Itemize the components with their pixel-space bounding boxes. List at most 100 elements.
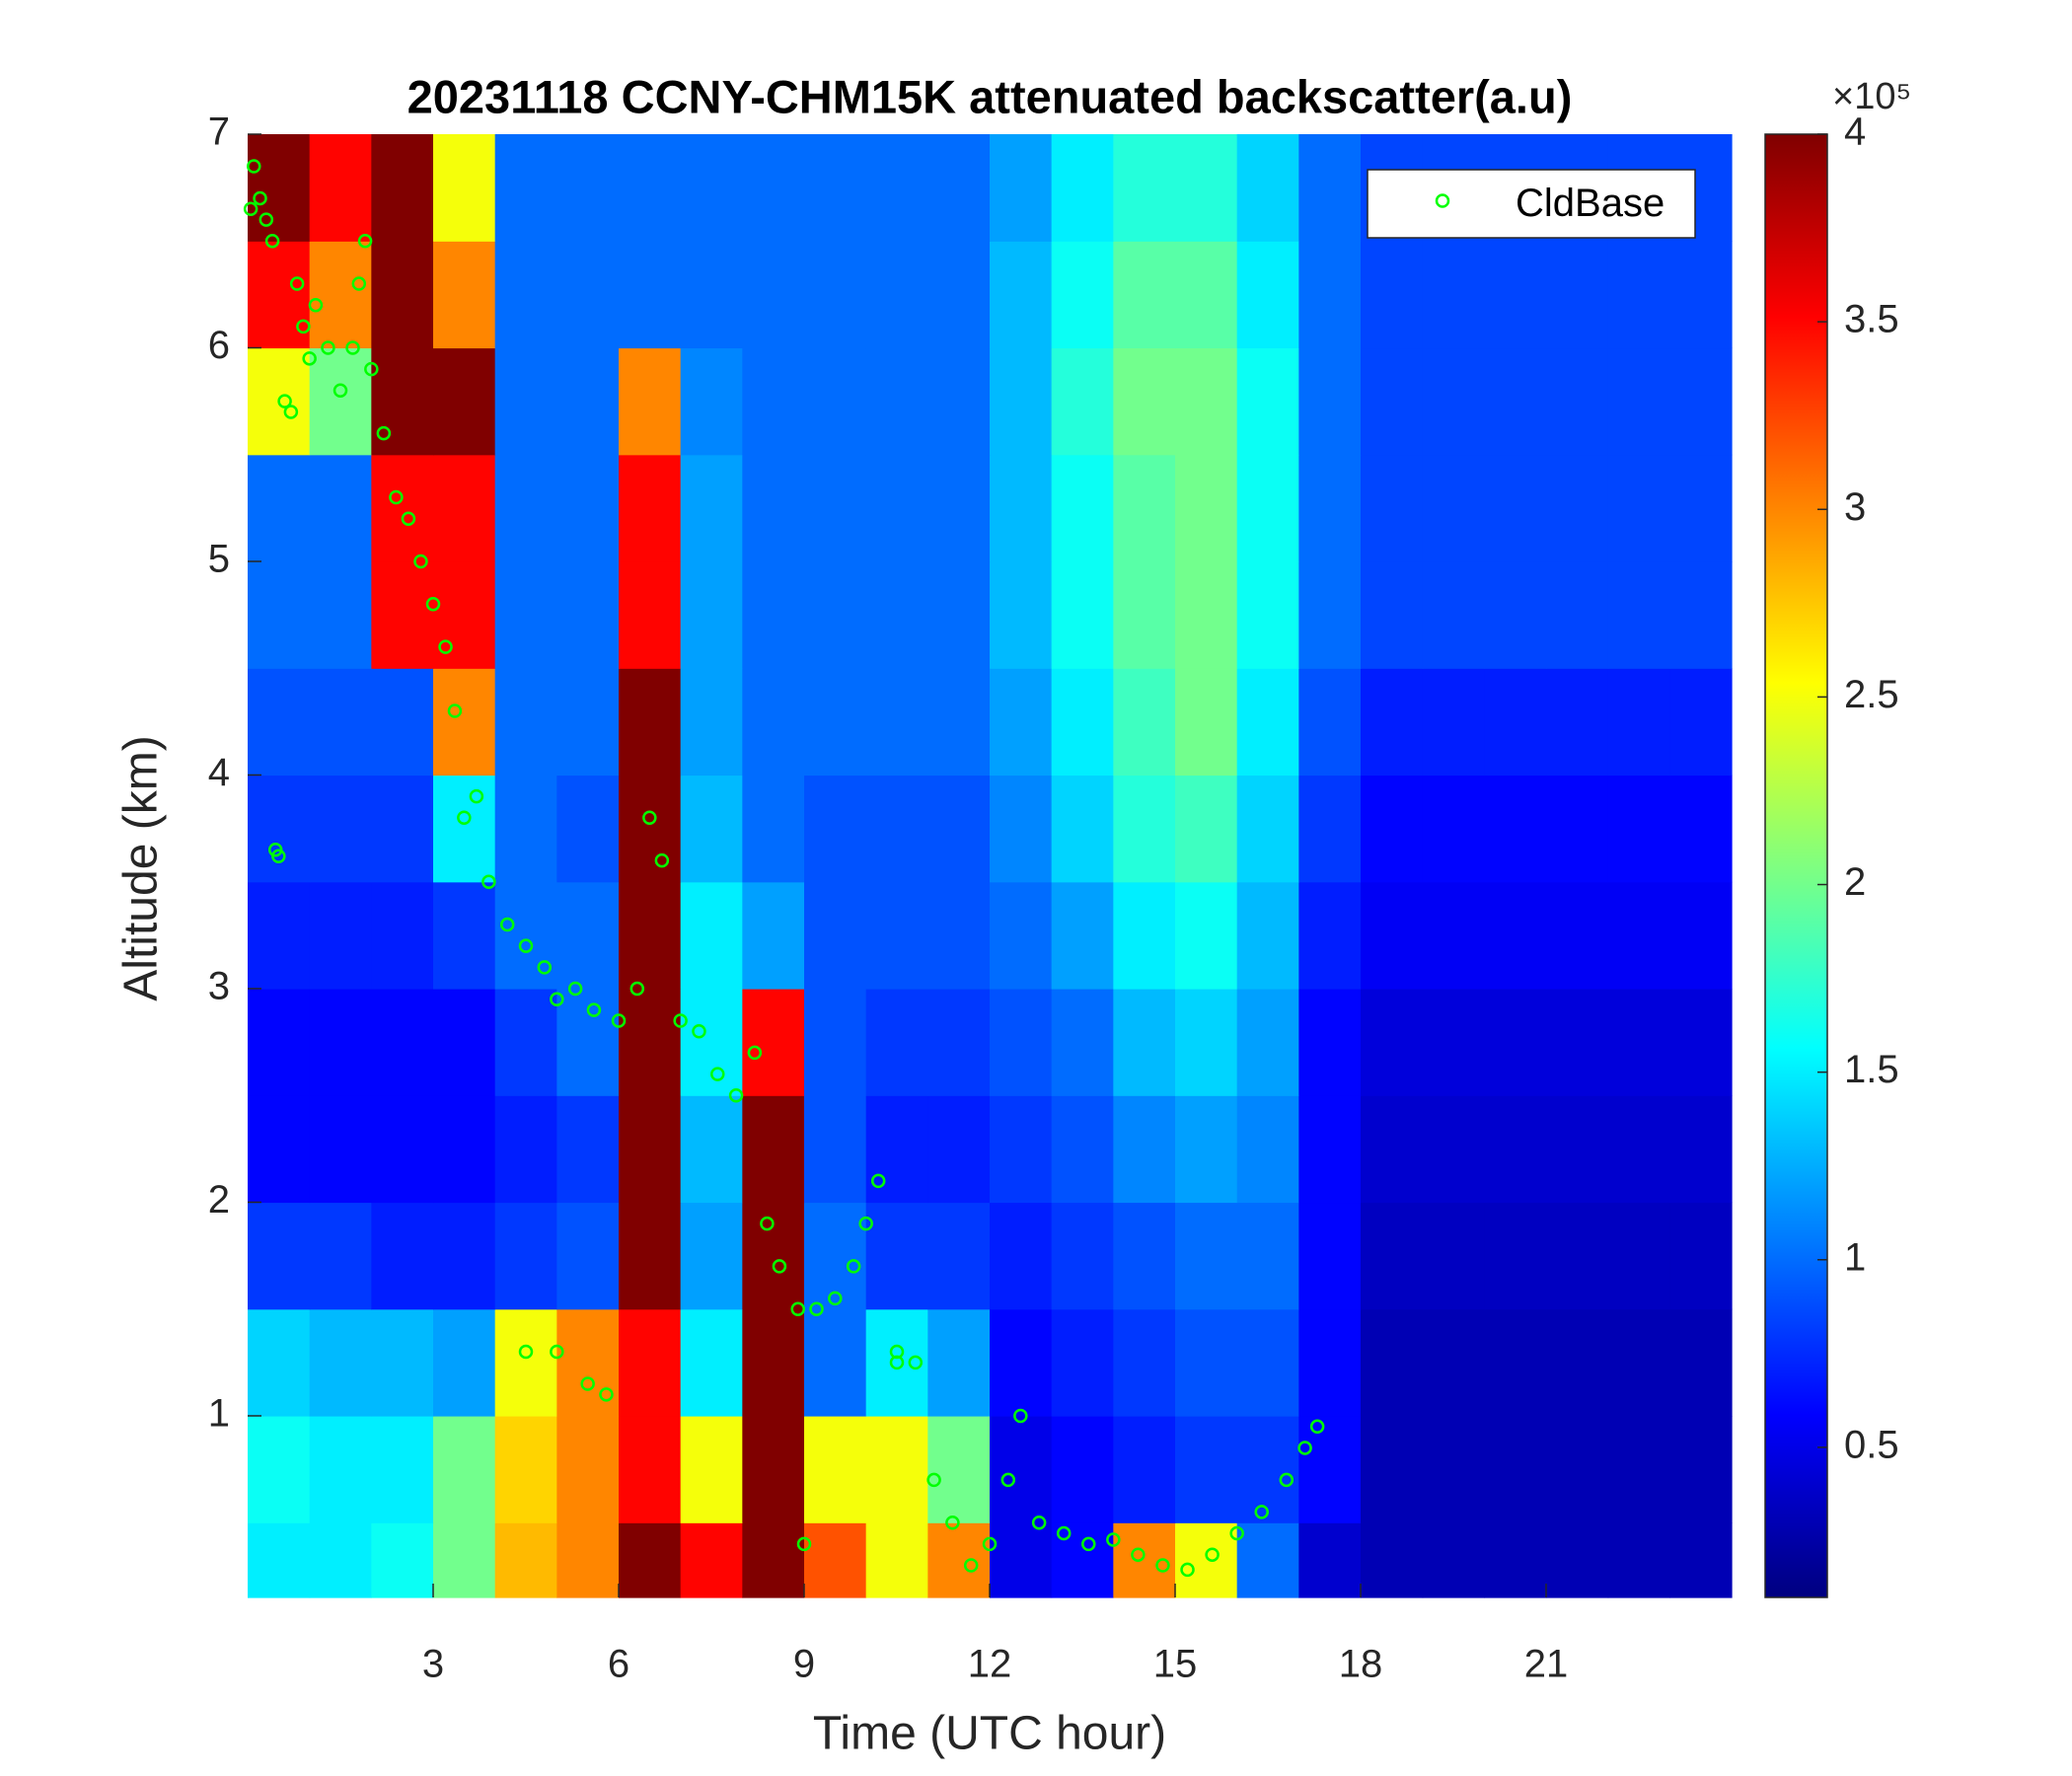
cloud-base-point	[481, 874, 496, 889]
heatmap-cell	[990, 241, 1053, 349]
heatmap-cell	[742, 1415, 805, 1523]
heatmap-cell	[1051, 1202, 1114, 1310]
heatmap-cell	[1298, 1415, 1362, 1523]
heatmap-cell	[1669, 1202, 1733, 1310]
heatmap-cell	[1051, 134, 1114, 242]
cloud-base-point	[401, 511, 416, 526]
heatmap-cell	[494, 1415, 557, 1523]
heatmap-cell	[248, 1308, 311, 1417]
heatmap-cell	[1113, 881, 1176, 990]
heatmap-cell	[990, 1415, 1053, 1523]
heatmap-cell	[619, 1308, 682, 1417]
heatmap-cell	[1546, 1415, 1609, 1523]
heatmap-cell	[990, 560, 1053, 669]
heatmap-cell	[556, 134, 620, 242]
heatmap-cell	[1113, 134, 1176, 242]
heatmap-cell	[742, 775, 805, 883]
heatmap-cell	[1298, 775, 1362, 883]
heatmap-cell	[865, 1415, 928, 1523]
heatmap-cell	[494, 241, 557, 349]
heatmap-cell	[1361, 1202, 1424, 1310]
heatmap-cell	[1051, 347, 1114, 456]
y-axis-label: Altitude (km)	[115, 735, 168, 1000]
heatmap-cell	[556, 560, 620, 669]
cloud-base-point	[296, 319, 311, 334]
heatmap-cell	[1484, 1522, 1547, 1598]
heatmap-cell	[1361, 1415, 1424, 1523]
heatmap-cell	[1051, 1415, 1114, 1523]
heatmap-cell	[1236, 1415, 1299, 1523]
heatmap-cell	[1361, 988, 1424, 1096]
heatmap-cell	[494, 347, 557, 456]
heatmap-cell	[742, 454, 805, 562]
heatmap-cell	[927, 1202, 991, 1310]
y-tick-label: 7	[208, 111, 230, 154]
cloud-base-point	[567, 981, 583, 997]
heatmap-cell	[1298, 1308, 1362, 1417]
cloud-base-point	[1254, 1505, 1269, 1519]
heatmap-cell	[927, 881, 991, 990]
heatmap-cell	[1607, 560, 1670, 669]
heatmap-cell	[1669, 668, 1733, 777]
heatmap-cell	[742, 1095, 805, 1204]
cloud-base-point	[846, 1259, 861, 1274]
heatmap-cell	[433, 1202, 496, 1310]
heatmap-cell	[1607, 988, 1670, 1096]
heatmap-cell	[804, 454, 867, 562]
scatter-layer	[243, 159, 1325, 1578]
heatmap-cell	[619, 134, 682, 242]
heatmap-cell	[1669, 1095, 1733, 1204]
heatmap-cell	[680, 1522, 743, 1598]
heatmap-cell	[619, 775, 682, 883]
heatmap-cell	[1422, 881, 1485, 990]
heatmap-cell	[556, 1415, 620, 1523]
heatmap-cell	[371, 241, 434, 349]
heatmap-cell	[433, 134, 496, 242]
heatmap-cell	[680, 241, 743, 349]
legend-marker	[1435, 193, 1450, 208]
heatmap-cell	[927, 454, 991, 562]
heatmap-cell	[680, 988, 743, 1096]
heatmap-cell	[1175, 1522, 1238, 1598]
heatmap-cell	[1546, 881, 1609, 990]
heatmap-cell	[309, 241, 372, 349]
heatmap-cell	[1113, 988, 1176, 1096]
cloud-base-point	[1081, 1536, 1096, 1552]
cloud-base-point	[321, 340, 335, 355]
x-tick-label: 9	[793, 1643, 815, 1686]
cloud-base-point	[351, 276, 367, 291]
cloud-base-point	[499, 917, 515, 932]
cloud-base-point	[283, 405, 299, 419]
heatmap-cell	[494, 1095, 557, 1204]
heatmap-cell	[1546, 988, 1609, 1096]
heatmap-cell	[865, 241, 928, 349]
heatmap-cell	[1051, 1095, 1114, 1204]
heatmap-cell	[1175, 560, 1238, 669]
cloud-base-point	[728, 1087, 744, 1103]
heatmap-cell	[680, 1095, 743, 1204]
heatmap-cell	[494, 1522, 557, 1598]
heatmap-cell	[371, 881, 434, 990]
heatmap-cell	[1422, 241, 1485, 349]
heatmap-cell	[680, 347, 743, 456]
heatmap-cell	[865, 1202, 928, 1310]
heatmap-cell	[494, 454, 557, 562]
cloud-base-point	[710, 1067, 725, 1081]
heatmap-cell	[1607, 1308, 1670, 1417]
heatmap-cell	[865, 775, 928, 883]
heatmap-cell	[309, 454, 372, 562]
heatmap	[248, 134, 1733, 1598]
heatmap-cell	[619, 454, 682, 562]
heatmap-cell	[1607, 775, 1670, 883]
cloud-base-point	[357, 233, 373, 249]
cloud-base-point	[302, 351, 317, 366]
heatmap-cell	[309, 1415, 372, 1523]
heatmap-cell	[433, 1095, 496, 1204]
heatmap-cell	[1051, 988, 1114, 1096]
heatmap-cell	[1175, 134, 1238, 242]
heatmap-cell	[927, 1095, 991, 1204]
heatmap-cell	[865, 988, 928, 1096]
cloud-base-point	[586, 1002, 602, 1017]
x-axis-label: Time (UTC hour)	[813, 1708, 1166, 1760]
